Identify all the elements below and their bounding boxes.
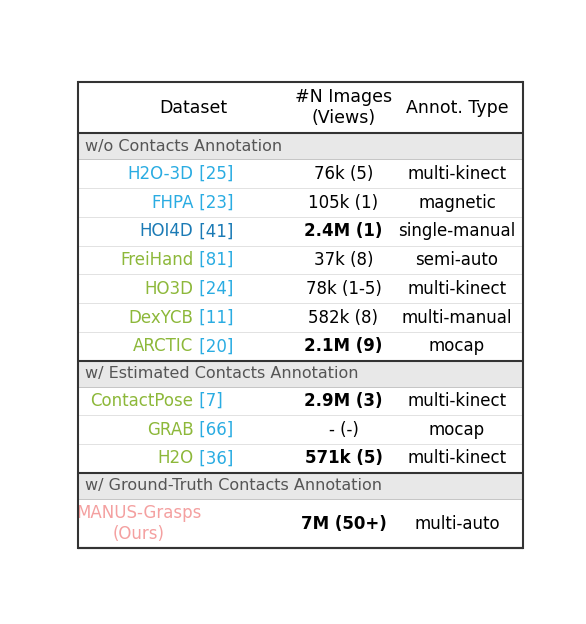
- Text: w/ Estimated Contacts Annotation: w/ Estimated Contacts Annotation: [84, 366, 358, 381]
- Text: multi-manual: multi-manual: [402, 308, 512, 326]
- Bar: [78, 416, 523, 444]
- Text: mocap: mocap: [429, 337, 485, 355]
- Text: [7]: [7]: [193, 392, 222, 410]
- Bar: [78, 82, 523, 134]
- Text: GRAB: GRAB: [147, 421, 193, 439]
- Text: FHPA: FHPA: [151, 193, 193, 212]
- Text: 37k (8): 37k (8): [314, 251, 373, 269]
- Bar: [78, 387, 523, 416]
- Text: single-manual: single-manual: [398, 222, 516, 240]
- Text: H2O-3D: H2O-3D: [128, 165, 193, 183]
- Text: ARCTIC: ARCTIC: [134, 337, 193, 355]
- Bar: [78, 188, 523, 217]
- Text: multi-kinect: multi-kinect: [407, 392, 506, 410]
- Text: [24]: [24]: [193, 280, 233, 298]
- Bar: [78, 275, 523, 303]
- Bar: [78, 444, 523, 473]
- Bar: [78, 361, 523, 387]
- Bar: [78, 246, 523, 275]
- Text: [81]: [81]: [193, 251, 233, 269]
- Bar: [78, 499, 523, 548]
- Text: #N Images
(Views): #N Images (Views): [295, 89, 392, 127]
- Text: HOI4D: HOI4D: [140, 222, 193, 240]
- Text: 105k (1): 105k (1): [308, 193, 379, 212]
- Text: semi-auto: semi-auto: [415, 251, 499, 269]
- Text: 7M (50+): 7M (50+): [301, 515, 386, 532]
- Text: HO3D: HO3D: [145, 280, 193, 298]
- Text: multi-kinect: multi-kinect: [407, 280, 506, 298]
- Text: Annot. Type: Annot. Type: [406, 99, 508, 117]
- Bar: [78, 473, 523, 499]
- Text: w/ Ground-Truth Contacts Annotation: w/ Ground-Truth Contacts Annotation: [84, 479, 381, 494]
- Text: ContactPose: ContactPose: [91, 392, 193, 410]
- Bar: [78, 217, 523, 246]
- Bar: [78, 134, 523, 159]
- Bar: [78, 332, 523, 361]
- Text: DexYCB: DexYCB: [129, 308, 193, 326]
- Text: magnetic: magnetic: [418, 193, 496, 212]
- Text: [36]: [36]: [193, 449, 233, 467]
- Text: 2.4M (1): 2.4M (1): [304, 222, 383, 240]
- Text: [20]: [20]: [193, 337, 233, 355]
- Text: 76k (5): 76k (5): [314, 165, 373, 183]
- Text: 78k (1-5): 78k (1-5): [305, 280, 381, 298]
- Text: w/o Contacts Annotation: w/o Contacts Annotation: [84, 139, 282, 154]
- Text: [11]: [11]: [193, 308, 233, 326]
- Text: 582k (8): 582k (8): [308, 308, 379, 326]
- Bar: [78, 159, 523, 188]
- Text: [25]: [25]: [193, 165, 233, 183]
- Text: [23]: [23]: [193, 193, 233, 212]
- Text: [41]: [41]: [193, 222, 233, 240]
- Bar: [78, 303, 523, 332]
- Text: FreiHand: FreiHand: [120, 251, 193, 269]
- Text: MANUS-Grasps
(Ours): MANUS-Grasps (Ours): [76, 504, 202, 543]
- Text: [66]: [66]: [193, 421, 233, 439]
- Text: - (-): - (-): [329, 421, 359, 439]
- Text: mocap: mocap: [429, 421, 485, 439]
- Text: multi-auto: multi-auto: [414, 515, 500, 532]
- Text: H2O: H2O: [158, 449, 193, 467]
- Text: multi-kinect: multi-kinect: [407, 449, 506, 467]
- Text: 571k (5): 571k (5): [305, 449, 383, 467]
- Text: multi-kinect: multi-kinect: [407, 165, 506, 183]
- Text: 2.9M (3): 2.9M (3): [304, 392, 383, 410]
- Text: Dataset: Dataset: [159, 99, 228, 117]
- Text: 2.1M (9): 2.1M (9): [304, 337, 383, 355]
